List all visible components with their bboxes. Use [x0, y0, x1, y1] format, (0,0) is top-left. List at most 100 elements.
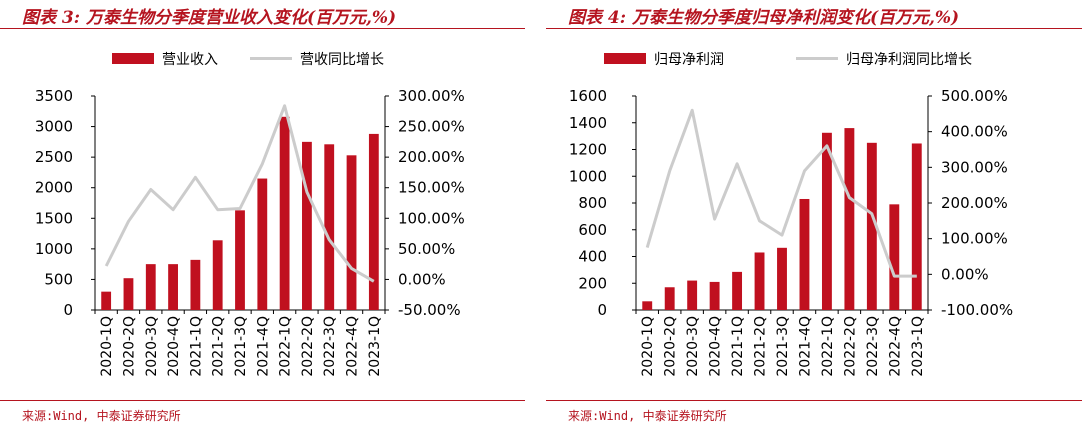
bar — [235, 210, 245, 310]
y-tick-label: 0 — [63, 301, 73, 319]
x-tick-label: 2022-2Q — [300, 316, 316, 377]
bar — [844, 128, 855, 310]
y-tick-label: 600 — [578, 221, 607, 239]
x-tick-label: 2021-4Q — [255, 316, 271, 377]
x-tick-label: 2022-3Q — [865, 316, 881, 377]
bar — [799, 198, 810, 310]
bar — [777, 247, 787, 310]
y2-tick-label: 200.00% — [398, 148, 465, 166]
bar — [866, 142, 877, 310]
x-tick-label: 2020-1Q — [640, 316, 656, 377]
bar — [123, 278, 134, 310]
x-tick-label: 2020-2Q — [121, 316, 137, 377]
chart-legend: 营业收入 营收同比增长 — [112, 52, 384, 68]
legend-swatch-bar — [604, 53, 646, 64]
x-tick-label: 2022-1Q — [820, 316, 836, 377]
y2-tick-label: 500.00% — [941, 87, 1008, 105]
y-tick-label: 1000 — [569, 167, 607, 185]
y-tick-label: 1600 — [569, 87, 607, 105]
chart-source: 来源:Wind, 中泰证券研究所 — [568, 409, 727, 423]
y2-tick-label: 400.00% — [941, 123, 1008, 141]
x-tick-label: 2020-2Q — [663, 316, 679, 377]
legend-label-bar: 归母净利润 — [654, 51, 724, 68]
x-tick-label: 2022-2Q — [842, 316, 858, 377]
bar — [732, 271, 743, 310]
bar — [821, 132, 832, 310]
chart-title: 图表 3: 万泰生物分季度营业收入变化(百万元,%) — [22, 8, 397, 28]
y-tick-label: 2500 — [35, 148, 73, 166]
y-tick-label: 400 — [578, 248, 607, 266]
y2-tick-label: 150.00% — [398, 179, 465, 197]
bar — [190, 259, 201, 310]
bar — [642, 301, 653, 310]
y-tick-label: 1000 — [35, 240, 73, 258]
y-tick-label: 3500 — [35, 87, 73, 105]
x-tick-label: 2021-1Q — [730, 316, 746, 377]
x-tick-label: 2022-4Q — [345, 316, 361, 377]
x-tick-label: 2022-3Q — [322, 316, 338, 377]
x-tick-label: 2022-1Q — [278, 316, 294, 377]
y2-tick-label: -100.00% — [941, 301, 1013, 319]
bar — [257, 178, 268, 310]
x-tick-label: 2023-1Q — [910, 316, 926, 377]
y2-tick-label: 250.00% — [398, 118, 465, 136]
y-tick-label: 3000 — [35, 118, 73, 136]
y2-tick-label: 0.00% — [941, 265, 989, 283]
x-tick-label: 2021-2Q — [211, 316, 227, 377]
bar — [302, 141, 312, 310]
y-tick-label: 1500 — [35, 209, 73, 227]
bar — [664, 287, 675, 310]
chart-panel-revenue: 图表 3: 万泰生物分季度营业收入变化(百万元,%) 营业收入 营收同比增长 0 50… — [0, 0, 525, 425]
title-divider — [0, 28, 525, 29]
bar — [145, 264, 156, 310]
y-tick-label: 800 — [578, 194, 607, 212]
x-tick-label: 2021-3Q — [233, 316, 249, 377]
x-tick-label: 2021-4Q — [797, 316, 813, 377]
source-divider — [546, 400, 1082, 401]
x-tick-label: 2022-4Q — [887, 316, 903, 377]
y-tick-label: 2000 — [35, 179, 73, 197]
x-tick-label: 2020-1Q — [99, 316, 115, 377]
y2-tick-label: 300.00% — [398, 87, 465, 105]
source-divider — [0, 400, 525, 401]
y2-tick-label: -50.00% — [398, 301, 461, 319]
x-tick-label: 2020-4Q — [708, 316, 724, 377]
y2-tick-label: 200.00% — [941, 194, 1008, 212]
x-tick-label: 2020-3Q — [685, 316, 701, 377]
x-tick-label: 2021-3Q — [775, 316, 791, 377]
legend-label-line: 营收同比增长 — [300, 52, 384, 68]
y2-tick-label: 100.00% — [398, 209, 465, 227]
bar — [101, 291, 112, 310]
title-divider — [546, 28, 1082, 29]
y2-tick-label: 50.00% — [398, 240, 455, 258]
bar — [212, 240, 223, 310]
chart-legend: 归母净利润 归母净利润同比增长 — [604, 51, 972, 68]
bar — [168, 264, 178, 310]
bar — [709, 281, 720, 310]
bar — [754, 252, 765, 310]
y-tick-label: 1200 — [569, 141, 607, 159]
revenue-chart: 营业收入 营收同比增长 0 500 1000 1500 2000 2500 3000 3500 -5… — [35, 52, 465, 377]
chart-source: 来源:Wind, 中泰证券研究所 — [22, 409, 181, 423]
bar — [324, 144, 335, 310]
y2-tick-label: 0.00% — [398, 270, 446, 288]
legend-label-bar: 营业收入 — [162, 52, 218, 68]
bar — [889, 204, 900, 310]
bar — [687, 280, 698, 310]
bar — [346, 155, 357, 310]
chart-title: 图表 4: 万泰生物分季度归母净利润变化(百万元,%) — [568, 8, 960, 28]
y-tick-label: 1400 — [569, 114, 607, 132]
y-tick-label: 200 — [578, 274, 607, 292]
bar — [279, 116, 290, 310]
y2-tick-label: 100.00% — [941, 230, 1008, 248]
y-tick-label: 0 — [597, 301, 607, 319]
x-tick-label: 2021-1Q — [188, 316, 204, 377]
x-tick-label: 2021-2Q — [753, 316, 769, 377]
legend-label-line: 归母净利润同比增长 — [846, 51, 972, 68]
chart-panel-net-profit: 图表 4: 万泰生物分季度归母净利润变化(百万元,%) 归母净利润 归母净利润同比… — [546, 0, 1082, 425]
y-tick-label: 500 — [44, 270, 73, 288]
x-tick-label: 2020-4Q — [166, 316, 182, 377]
legend-swatch-bar — [112, 53, 154, 64]
y2-tick-label: 300.00% — [941, 158, 1008, 176]
bar — [911, 143, 922, 310]
